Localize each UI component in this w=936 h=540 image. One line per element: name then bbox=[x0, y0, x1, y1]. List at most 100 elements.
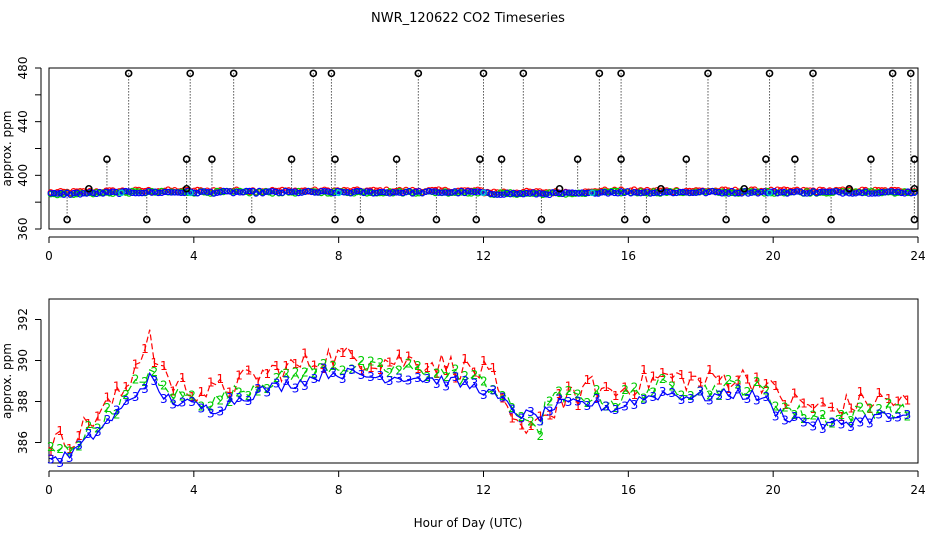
point-label: 2 bbox=[329, 359, 337, 373]
data-point bbox=[494, 191, 501, 198]
point-label: 2 bbox=[151, 365, 159, 379]
data-point bbox=[226, 188, 234, 195]
data-point bbox=[204, 189, 211, 196]
point-label: 1 bbox=[584, 373, 592, 387]
data-point bbox=[705, 188, 713, 196]
point-label: 1 bbox=[725, 382, 733, 396]
data-point bbox=[380, 188, 387, 196]
point-label: 1 bbox=[122, 380, 130, 394]
data-point bbox=[353, 187, 361, 195]
data-point bbox=[265, 188, 273, 195]
data-point bbox=[816, 188, 824, 196]
point-label: 3 bbox=[339, 372, 347, 386]
point-label: 2 bbox=[885, 397, 893, 411]
data-point bbox=[904, 188, 912, 195]
data-point bbox=[800, 190, 807, 197]
point-label: 1 bbox=[480, 354, 488, 368]
point-label: 1 bbox=[358, 364, 366, 378]
point-label: 2 bbox=[311, 366, 319, 380]
data-point bbox=[712, 188, 719, 196]
point-label: 3 bbox=[781, 413, 789, 427]
point-label: 2 bbox=[188, 388, 196, 402]
outlier-point bbox=[791, 155, 799, 164]
data-point bbox=[80, 189, 87, 197]
data-point bbox=[839, 190, 846, 197]
point-label: 2 bbox=[875, 402, 883, 416]
point-label: 2 bbox=[56, 442, 64, 456]
point-label: 1 bbox=[875, 386, 883, 400]
data-point bbox=[780, 188, 788, 196]
point-label: 2 bbox=[904, 410, 912, 424]
data-point bbox=[409, 186, 416, 194]
point-label: 3 bbox=[602, 399, 610, 413]
data-point bbox=[230, 189, 237, 197]
point-label: 3 bbox=[188, 395, 196, 409]
data-point bbox=[656, 189, 664, 197]
plot-frame bbox=[48, 298, 919, 464]
data-point bbox=[608, 188, 615, 196]
data-point bbox=[679, 188, 687, 196]
outlier-point bbox=[809, 69, 817, 78]
data-point bbox=[207, 188, 214, 195]
data-point bbox=[194, 190, 201, 197]
outlier-point bbox=[414, 69, 423, 78]
point-label: 2 bbox=[546, 395, 554, 409]
outlier-point bbox=[309, 69, 318, 78]
point-label: 1 bbox=[574, 399, 582, 413]
point-label: 2 bbox=[471, 368, 479, 382]
point-label: 3 bbox=[847, 420, 855, 434]
outlier-point bbox=[682, 155, 691, 164]
point-label: 1 bbox=[292, 357, 300, 371]
data-point bbox=[96, 188, 103, 196]
data-point bbox=[826, 188, 833, 196]
data-point bbox=[572, 189, 579, 197]
data-point bbox=[898, 189, 905, 197]
data-point bbox=[155, 189, 162, 197]
data-point bbox=[220, 187, 227, 195]
data-point bbox=[190, 189, 198, 196]
data-point bbox=[520, 190, 527, 198]
point-label: 1 bbox=[66, 442, 74, 456]
outlier-point bbox=[620, 215, 629, 224]
data-point bbox=[686, 189, 693, 196]
data-point bbox=[699, 188, 706, 195]
outlier-point bbox=[762, 215, 770, 224]
point-label: 2 bbox=[866, 402, 874, 416]
point-label: 3 bbox=[480, 388, 488, 402]
point-label: 3 bbox=[518, 411, 526, 425]
data-point bbox=[174, 189, 182, 196]
outlier-point bbox=[356, 215, 365, 224]
point-label: 1 bbox=[781, 398, 789, 412]
data-point bbox=[415, 190, 423, 197]
data-point bbox=[324, 188, 332, 195]
point-label: 2 bbox=[85, 419, 93, 433]
point-label: 1 bbox=[508, 412, 516, 426]
point-label: 2 bbox=[762, 384, 770, 398]
point-label: 1 bbox=[56, 424, 64, 438]
data-point bbox=[549, 189, 556, 196]
point-label: 3 bbox=[565, 395, 573, 409]
data-point bbox=[161, 188, 169, 196]
point-label: 3 bbox=[264, 385, 272, 399]
top-data-series bbox=[47, 69, 919, 227]
data-point bbox=[350, 188, 358, 195]
point-label: 3 bbox=[395, 372, 403, 386]
data-point bbox=[787, 188, 794, 196]
point-label: 3 bbox=[894, 410, 902, 424]
data-point bbox=[151, 188, 159, 195]
point-label: 3 bbox=[329, 366, 337, 380]
data-point bbox=[839, 188, 846, 195]
x-tick-label: 12 bbox=[476, 483, 491, 497]
data-point bbox=[552, 189, 560, 197]
data-point bbox=[213, 189, 221, 196]
data-point bbox=[803, 190, 811, 197]
data-point bbox=[168, 189, 175, 196]
data-point bbox=[285, 188, 292, 196]
x-axis: 0 4 8 12 16 20 24 bbox=[45, 236, 926, 263]
data-point bbox=[106, 189, 113, 196]
point-label: 1 bbox=[198, 385, 206, 399]
point-label: 3 bbox=[471, 377, 479, 391]
point-label: 1 bbox=[649, 369, 657, 383]
point-label: 3 bbox=[348, 363, 356, 377]
data-point bbox=[142, 189, 149, 196]
